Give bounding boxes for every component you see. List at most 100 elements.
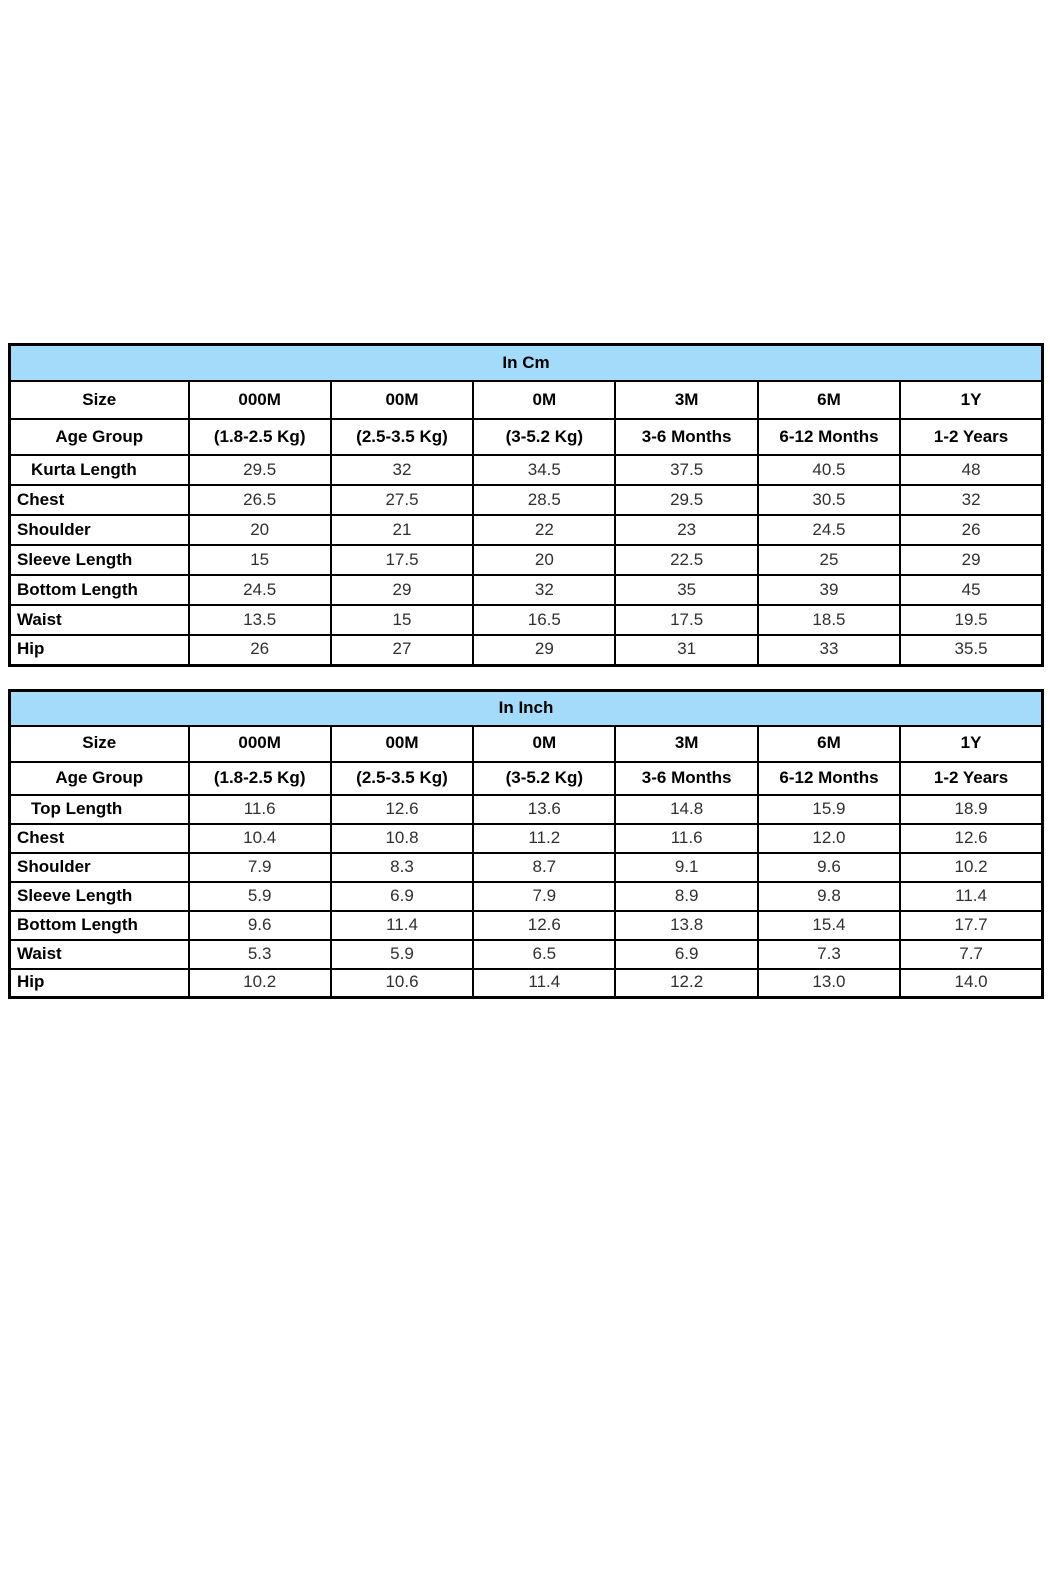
value-cell: 8.7 — [472, 851, 617, 883]
measurement-row-label: Top Length — [8, 793, 190, 825]
size-table-inch: In Inch Size 000M 00M 0M 3M 6M 1Y Age Group (1.8-… — [8, 688, 1044, 999]
value-cell: 29.5 — [187, 454, 332, 486]
value-cell: 22.5 — [614, 544, 759, 576]
value-cell: 26.5 — [187, 484, 332, 516]
value-cell: 17.7 — [899, 909, 1044, 941]
value-cell: 24.5 — [756, 514, 902, 546]
value-cell: 27.5 — [329, 484, 475, 516]
value-cell: 7.3 — [756, 938, 902, 970]
value-cell: 35.5 — [899, 634, 1044, 666]
table-title: In Inch — [8, 689, 1044, 727]
value-cell: 5.9 — [329, 938, 475, 970]
measurement-row-label: Chest — [8, 822, 190, 854]
age-col-header: (1.8-2.5 Kg) — [187, 760, 332, 796]
value-cell: 15 — [187, 544, 332, 576]
table-row: Top Length 11.6 12.6 13.6 14.8 15.9 18.9 — [8, 793, 1044, 825]
value-cell: 10.6 — [329, 967, 475, 999]
value-cell: 10.2 — [899, 851, 1044, 883]
value-cell: 39 — [756, 574, 902, 606]
table-row: Sleeve Length 15 17.5 20 22.5 25 29 — [8, 544, 1044, 576]
measurement-row-label: Hip — [8, 967, 190, 999]
table-row: Shoulder 7.9 8.3 8.7 9.1 9.6 10.2 — [8, 851, 1044, 883]
value-cell: 13.0 — [756, 967, 902, 999]
value-cell: 11.4 — [329, 909, 475, 941]
value-cell: 9.6 — [187, 909, 332, 941]
value-cell: 32 — [329, 454, 475, 486]
value-cell: 23 — [614, 514, 759, 546]
value-cell: 10.2 — [187, 967, 332, 999]
size-col-header: 3M — [614, 380, 759, 420]
value-cell: 14.0 — [899, 967, 1044, 999]
value-cell: 17.5 — [614, 604, 759, 636]
value-cell: 31 — [614, 634, 759, 666]
size-col-header: 3M — [614, 724, 759, 763]
table-row: Bottom Length 24.5 29 32 35 39 45 — [8, 574, 1044, 606]
value-cell: 7.9 — [472, 880, 617, 912]
value-cell: 20 — [472, 544, 617, 576]
value-cell: 9.6 — [756, 851, 902, 883]
size-col-header: 0M — [472, 380, 617, 420]
value-cell: 26 — [187, 634, 332, 666]
value-cell: 11.6 — [187, 793, 332, 825]
measurement-row-label: Hip — [8, 634, 190, 666]
value-cell: 12.0 — [756, 822, 902, 854]
value-cell: 12.2 — [614, 967, 759, 999]
value-cell: 11.6 — [614, 822, 759, 854]
size-table-cm: In Cm Size 000M 00M 0M 3M 6M 1Y Age Group (1.8-2.… — [8, 343, 1044, 667]
value-cell: 9.8 — [756, 880, 902, 912]
size-col-header: 6M — [756, 724, 902, 763]
size-row-label: Size — [8, 724, 190, 763]
value-cell: 13.8 — [614, 909, 759, 941]
value-cell: 11.4 — [899, 880, 1044, 912]
age-row-label: Age Group — [8, 418, 190, 456]
value-cell: 19.5 — [899, 604, 1044, 636]
table-row: Chest 10.4 10.8 11.2 11.6 12.0 12.6 — [8, 822, 1044, 854]
measurement-row-label: Bottom Length — [8, 574, 190, 606]
value-cell: 12.6 — [472, 909, 617, 941]
measurement-row-label: Chest — [8, 484, 190, 516]
value-cell: 12.6 — [899, 822, 1044, 854]
value-cell: 10.8 — [329, 822, 475, 854]
value-cell: 48 — [899, 454, 1044, 486]
table-row: Sleeve Length 5.9 6.9 7.9 8.9 9.8 11.4 — [8, 880, 1044, 912]
value-cell: 6.5 — [472, 938, 617, 970]
table-row: Waist 13.5 15 16.5 17.5 18.5 19.5 — [8, 604, 1044, 636]
value-cell: 33 — [756, 634, 902, 666]
age-col-header: 6-12 Months — [756, 418, 902, 456]
size-col-header: 000M — [187, 724, 332, 763]
table-row: Kurta Length 29.5 32 34.5 37.5 40.5 48 — [8, 454, 1044, 486]
value-cell: 14.8 — [614, 793, 759, 825]
size-row-label: Size — [8, 380, 190, 420]
value-cell: 6.9 — [329, 880, 475, 912]
size-col-header: 000M — [187, 380, 332, 420]
value-cell: 30.5 — [756, 484, 902, 516]
size-tables-container: In Cm Size 000M 00M 0M 3M 6M 1Y Age Group (1.8-2.… — [8, 343, 1044, 999]
value-cell: 37.5 — [614, 454, 759, 486]
table-row: Chest 26.5 27.5 28.5 29.5 30.5 32 — [8, 484, 1044, 516]
value-cell: 18.5 — [756, 604, 902, 636]
value-cell: 15 — [329, 604, 475, 636]
value-cell: 35 — [614, 574, 759, 606]
value-cell: 17.5 — [329, 544, 475, 576]
value-cell: 7.7 — [899, 938, 1044, 970]
value-cell: 8.9 — [614, 880, 759, 912]
value-cell: 11.4 — [472, 967, 617, 999]
measurement-row-label: Sleeve Length — [8, 880, 190, 912]
value-cell: 5.9 — [187, 880, 332, 912]
value-cell: 24.5 — [187, 574, 332, 606]
size-col-header: 6M — [756, 380, 902, 420]
value-cell: 6.9 — [614, 938, 759, 970]
value-cell: 25 — [756, 544, 902, 576]
measurement-row-label: Waist — [8, 938, 190, 970]
table-row: Waist 5.3 5.9 6.5 6.9 7.3 7.7 — [8, 938, 1044, 970]
measurement-row-label: Sleeve Length — [8, 544, 190, 576]
value-cell: 5.3 — [187, 938, 332, 970]
age-col-header: 1-2 Years — [899, 760, 1044, 796]
measurement-row-label: Kurta Length — [8, 454, 190, 486]
value-cell: 13.6 — [472, 793, 617, 825]
value-cell: 15.4 — [756, 909, 902, 941]
value-cell: 32 — [472, 574, 617, 606]
value-cell: 9.1 — [614, 851, 759, 883]
value-cell: 29 — [899, 544, 1044, 576]
size-col-header: 00M — [329, 380, 475, 420]
